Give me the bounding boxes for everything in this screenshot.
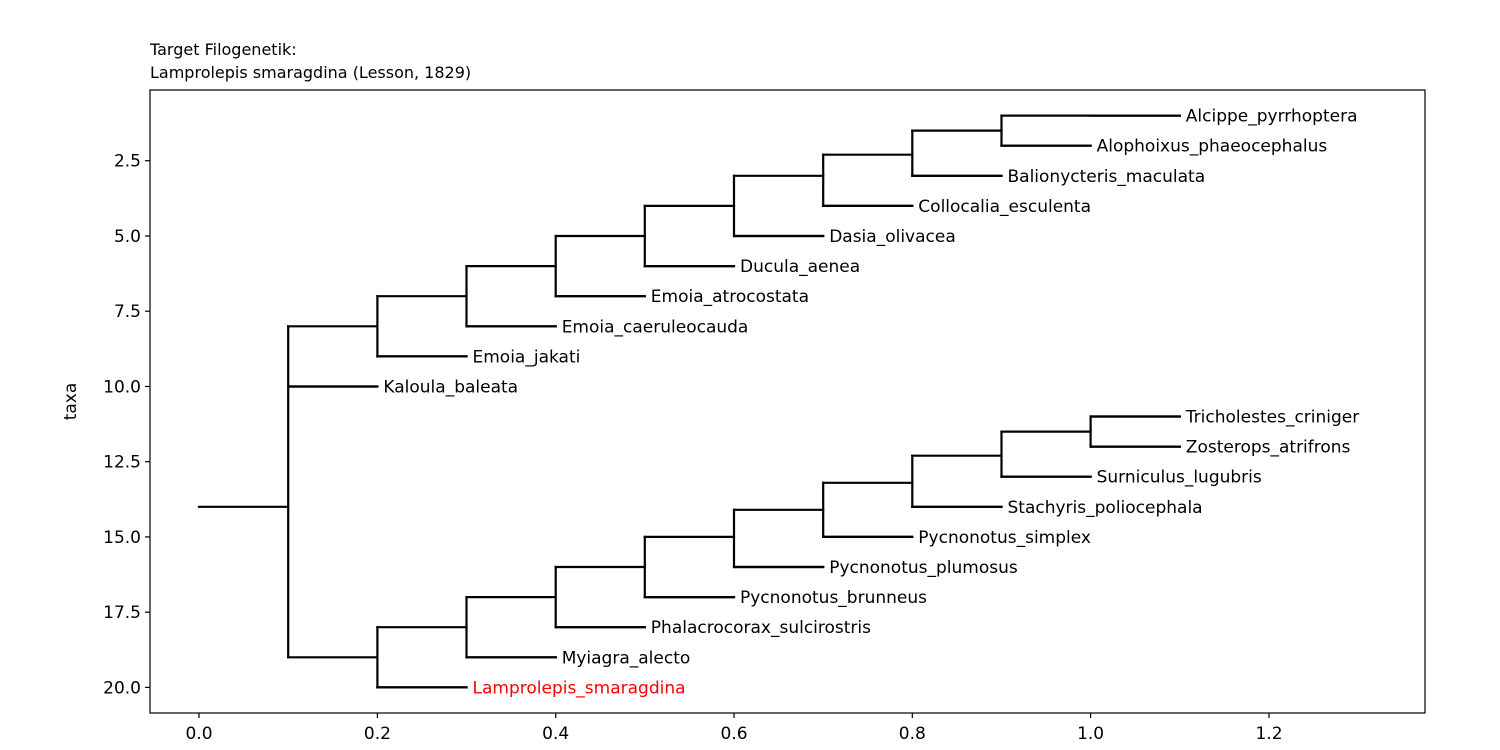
x-axis: 0.0 0.2 0.4 0.6 0.8 1.0 1.2 <box>185 713 1283 744</box>
y-tick-label: 2.5 <box>114 152 141 172</box>
taxon-label: Alophoixus_phaeocephalus <box>1097 137 1328 157</box>
taxon-label: Zosterops_atrifrons <box>1186 438 1351 458</box>
x-tick-label: 1.2 <box>1255 724 1282 744</box>
taxon-label: Emoia_jakati <box>473 347 581 367</box>
taxon-label: Emoia_caeruleocauda <box>562 317 749 337</box>
x-tick-label: 0.4 <box>542 724 569 744</box>
taxon-label: Emoia_atrocostata <box>651 287 809 307</box>
plot-frame <box>149 89 1426 714</box>
x-tick-label: 0.6 <box>720 724 747 744</box>
x-tick-label: 0.8 <box>899 724 926 744</box>
x-tick-label: 1.0 <box>1077 724 1104 744</box>
leaf-labels: Alcippe_pyrrhoptera Alophoixus_phaeocepha… <box>287 107 1359 698</box>
target-taxon-label: Lamprolepis_smaragdina <box>473 678 686 698</box>
taxon-label: Dasia_olivacea <box>829 227 956 247</box>
y-tick-label: 12.5 <box>103 453 141 473</box>
taxon-label: Stachyris_poliocephala <box>1008 498 1203 518</box>
taxon-label: Myiagra_alecto <box>562 648 691 668</box>
title-line-1: Target Filogenetik: <box>149 40 297 59</box>
taxon-label: Alcippe_pyrrhoptera <box>1186 107 1358 127</box>
y-tick-label: 5.0 <box>114 227 141 247</box>
taxon-label: Pycnonotus_simplex <box>918 528 1091 548</box>
y-tick-label: 7.5 <box>114 302 141 322</box>
y-axis-label: taxa <box>61 383 81 421</box>
y-tick-label: 20.0 <box>103 678 141 698</box>
taxon-label: Ducula_aenea <box>740 257 860 277</box>
taxon-label: Surniculus_lugubris <box>1097 468 1262 488</box>
y-tick-label: 10.0 <box>103 378 141 398</box>
taxon-label: Kaloula_baleata <box>383 378 518 398</box>
y-tick-label: 15.0 <box>103 528 141 548</box>
chart-title: Target Filogenetik: Lamprolepis smaragdi… <box>149 40 471 82</box>
taxon-label: Pycnonotus_brunneus <box>740 588 927 608</box>
taxon-label: Balionycteris_maculata <box>1008 167 1206 187</box>
y-axis: 2.5 5.0 7.5 10.0 12.5 15.0 17.5 20.0 <box>103 152 150 698</box>
taxon-label: Collocalia_esculenta <box>918 197 1091 217</box>
taxon-label: Pycnonotus_plumosus <box>829 558 1018 578</box>
y-tick-label: 17.5 <box>103 603 141 623</box>
title-line-2: Lamprolepis smaragdina (Lesson, 1829) <box>150 63 471 82</box>
x-tick-label: 0.0 <box>185 724 212 744</box>
taxon-label: Phalacrocorax_sulcirostris <box>651 618 871 638</box>
x-tick-label: 0.2 <box>364 724 391 744</box>
taxon-label: Tricholestes_criniger <box>1185 408 1359 428</box>
